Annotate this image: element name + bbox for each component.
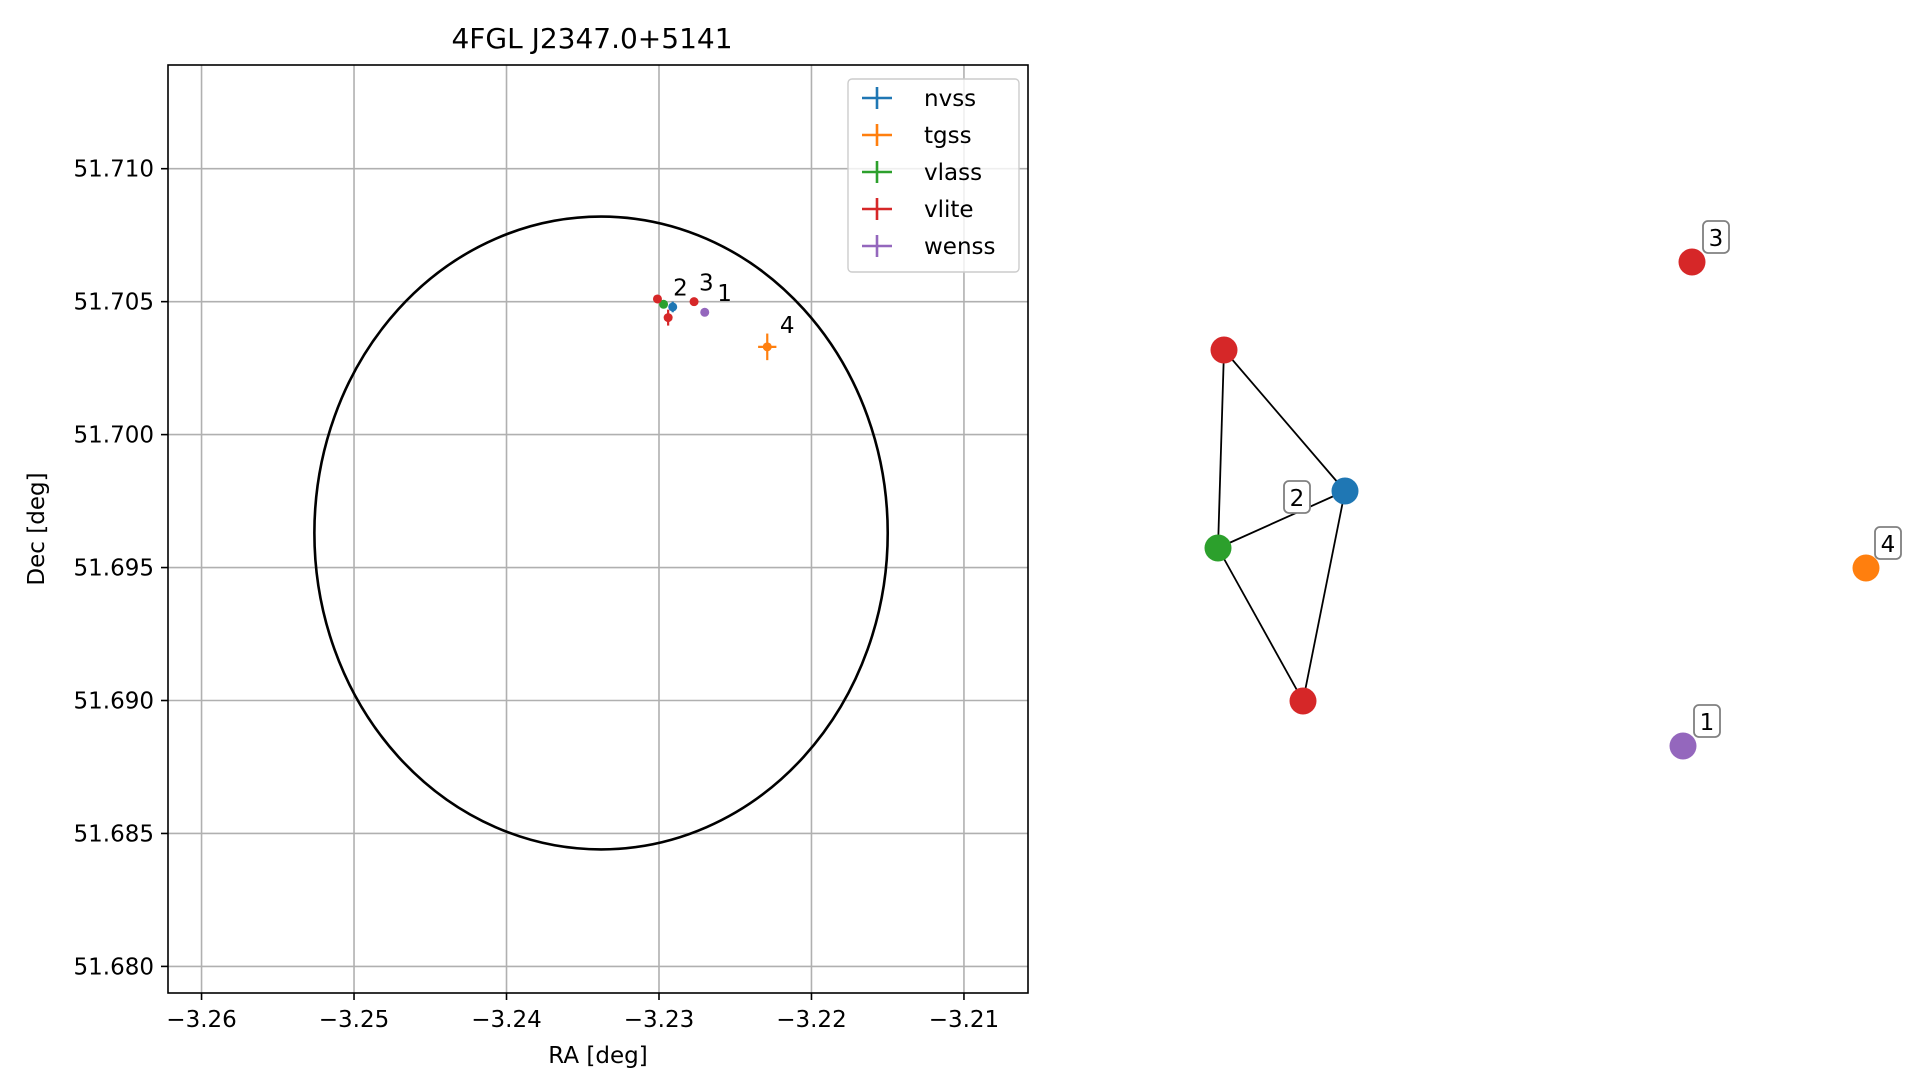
y-axis-ticks: 51.680 51.685 51.690 51.695 51.700 51.705 51.7… bbox=[74, 157, 168, 980]
point-annotation: 4 bbox=[780, 313, 795, 339]
point-annotation: 1 bbox=[717, 281, 732, 307]
label-box bbox=[1283, 480, 1311, 514]
point-vlass bbox=[659, 299, 669, 309]
x-tick-label: −3.26 bbox=[166, 1007, 236, 1033]
graph-edge bbox=[1217, 349, 1225, 549]
point-marker bbox=[700, 307, 710, 317]
point-marker bbox=[659, 299, 669, 309]
graph-node-tgss bbox=[1852, 554, 1880, 582]
legend-label: wenss bbox=[924, 234, 996, 260]
graph-node-nvss bbox=[1331, 477, 1359, 505]
graph-nodes bbox=[1204, 248, 1880, 760]
point-vlite bbox=[689, 297, 699, 307]
graph-node-vlass bbox=[1204, 534, 1232, 562]
legend-item-vlite: vlite bbox=[862, 197, 974, 223]
graph-node-vlite-a bbox=[1210, 336, 1238, 364]
point-annotation: 3 bbox=[699, 270, 714, 296]
legend-label: tgss bbox=[924, 123, 972, 149]
label-text: 3 bbox=[1709, 226, 1724, 252]
node-label-vlite-c: 3 bbox=[1702, 220, 1730, 254]
graph-edge bbox=[1223, 349, 1346, 492]
data-points bbox=[652, 294, 777, 361]
legend-item-tgss: tgss bbox=[862, 123, 972, 149]
x-axis-label: RA [deg] bbox=[548, 1043, 647, 1069]
x-tick-label: −3.25 bbox=[319, 1007, 389, 1033]
x-tick-label: −3.23 bbox=[624, 1007, 694, 1033]
node-label-wenss: 1 bbox=[1693, 704, 1721, 738]
label-text: 2 bbox=[1290, 486, 1305, 512]
legend-item-vlass: vlass bbox=[862, 160, 982, 186]
graph-edge bbox=[1217, 547, 1304, 702]
graph-node-wenss bbox=[1669, 732, 1697, 760]
localization-circle bbox=[313, 215, 890, 851]
point-tgss bbox=[758, 333, 777, 361]
y-tick-label: 51.695 bbox=[74, 556, 154, 582]
y-axis-label: Dec [deg] bbox=[24, 472, 50, 585]
legend-item-wenss: wenss bbox=[862, 234, 996, 260]
x-tick-label: −3.24 bbox=[471, 1007, 541, 1033]
legend: nvss tgss vlass vlite wenss bbox=[847, 78, 1020, 273]
point-nvss bbox=[668, 301, 678, 313]
scatter-panel: 4FGL J2347.0+5141 2 3 14 −3.26 −3.25 −3.24 −3… bbox=[24, 22, 1029, 1069]
y-tick-label: 51.710 bbox=[74, 157, 154, 183]
point-marker bbox=[668, 302, 678, 312]
point-marker bbox=[652, 294, 662, 304]
y-tick-label: 51.680 bbox=[74, 954, 154, 980]
point-annotations: 2 3 1 4 bbox=[673, 270, 794, 339]
network-panel: 3 4 1 2 bbox=[1204, 220, 1902, 760]
label-text: 4 bbox=[1881, 532, 1896, 558]
point-marker bbox=[689, 297, 699, 307]
x-axis-ticks: −3.26 −3.25 −3.24 −3.23 −3.22 −3.21 bbox=[166, 993, 999, 1033]
group-label: 2 bbox=[1283, 480, 1311, 514]
legend-item-nvss: nvss bbox=[862, 86, 976, 112]
label-box bbox=[1874, 526, 1902, 560]
graph-node-vlite-b bbox=[1289, 687, 1317, 715]
chart-title: 4FGL J2347.0+5141 bbox=[451, 22, 732, 55]
point-wenss bbox=[700, 307, 710, 317]
legend-items: nvss tgss vlass vlite wenss bbox=[862, 86, 996, 260]
legend-label: nvss bbox=[924, 86, 976, 112]
legend-frame bbox=[847, 78, 1020, 273]
graph-edges bbox=[1217, 349, 1346, 702]
y-tick-label: 51.700 bbox=[74, 423, 154, 449]
y-tick-label: 51.690 bbox=[74, 689, 154, 715]
plot-frame bbox=[167, 64, 1029, 994]
legend-label: vlite bbox=[924, 197, 974, 223]
label-text: 1 bbox=[1700, 710, 1715, 736]
label-box bbox=[1693, 704, 1721, 738]
x-tick-label: −3.22 bbox=[776, 1007, 846, 1033]
legend-label: vlass bbox=[924, 160, 982, 186]
x-tick-label: −3.21 bbox=[929, 1007, 999, 1033]
point-marker bbox=[762, 342, 772, 352]
point-vlite bbox=[652, 294, 662, 304]
y-tick-label: 51.685 bbox=[74, 821, 154, 847]
graph-node-vlite-c bbox=[1678, 248, 1706, 276]
node-label-tgss: 4 bbox=[1874, 526, 1902, 560]
point-annotation: 2 bbox=[673, 276, 688, 302]
graph-edge bbox=[1302, 490, 1346, 702]
label-box bbox=[1702, 220, 1730, 254]
graph-edge bbox=[1217, 490, 1346, 549]
y-tick-label: 51.705 bbox=[74, 290, 154, 316]
point-vlite bbox=[663, 309, 673, 326]
data-circle bbox=[313, 215, 890, 851]
graph-node-labels: 3 4 1 2 bbox=[1283, 220, 1902, 738]
point-marker bbox=[663, 313, 673, 323]
